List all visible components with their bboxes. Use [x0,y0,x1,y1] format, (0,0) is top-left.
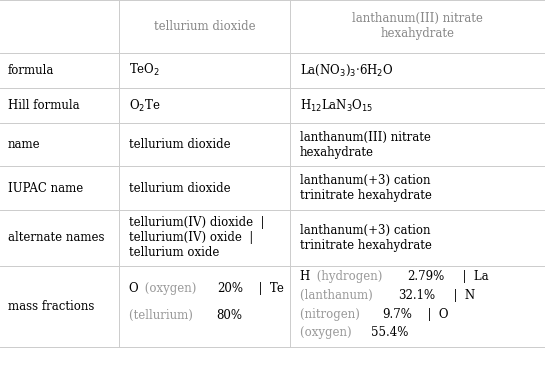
Text: H$_{12}$LaN$_3$O$_{15}$: H$_{12}$LaN$_3$O$_{15}$ [300,98,373,114]
Text: 32.1%: 32.1% [398,289,435,302]
Text: 2.79%: 2.79% [407,271,445,283]
Text: O$_2$Te: O$_2$Te [129,98,160,114]
Text: 55.4%: 55.4% [371,327,409,339]
Text: tellurium(IV) dioxide  |
tellurium(IV) oxide  |
tellurium oxide: tellurium(IV) dioxide | tellurium(IV) ox… [129,216,264,259]
Text: tellurium dioxide: tellurium dioxide [129,138,230,152]
Text: |  N: | N [446,289,475,302]
Text: name: name [8,138,40,152]
Text: lanthanum(+3) cation
trinitrate hexahydrate: lanthanum(+3) cation trinitrate hexahydr… [300,224,432,251]
Text: Hill formula: Hill formula [8,99,79,112]
Text: lanthanum(+3) cation
trinitrate hexahydrate: lanthanum(+3) cation trinitrate hexahydr… [300,174,432,202]
Text: tellurium dioxide: tellurium dioxide [154,20,255,33]
Text: (oxygen): (oxygen) [300,327,355,339]
Text: (oxygen): (oxygen) [141,282,200,295]
Text: 9.7%: 9.7% [382,308,411,321]
Text: |  Te: | Te [251,282,284,295]
Text: (hydrogen): (hydrogen) [313,271,386,283]
Text: O: O [129,282,138,295]
Text: 20%: 20% [217,282,243,295]
Text: 80%: 80% [216,309,242,322]
Text: |  O: | O [420,308,449,321]
Text: TeO$_2$: TeO$_2$ [129,62,160,78]
Text: |  La: | La [456,271,489,283]
Text: (tellurium): (tellurium) [129,309,196,322]
Text: lanthanum(III) nitrate
hexahydrate: lanthanum(III) nitrate hexahydrate [352,12,483,40]
Text: (lanthanum): (lanthanum) [300,289,376,302]
Text: La(NO$_3$)$_3$·6H$_2$O: La(NO$_3$)$_3$·6H$_2$O [300,63,393,78]
Text: alternate names: alternate names [8,231,104,244]
Text: tellurium dioxide: tellurium dioxide [129,181,230,195]
Text: IUPAC name: IUPAC name [8,181,83,195]
Text: lanthanum(III) nitrate
hexahydrate: lanthanum(III) nitrate hexahydrate [300,131,431,159]
Text: mass fractions: mass fractions [8,299,94,313]
Text: H: H [300,271,310,283]
Text: formula: formula [8,64,54,77]
Text: (nitrogen): (nitrogen) [300,308,364,321]
